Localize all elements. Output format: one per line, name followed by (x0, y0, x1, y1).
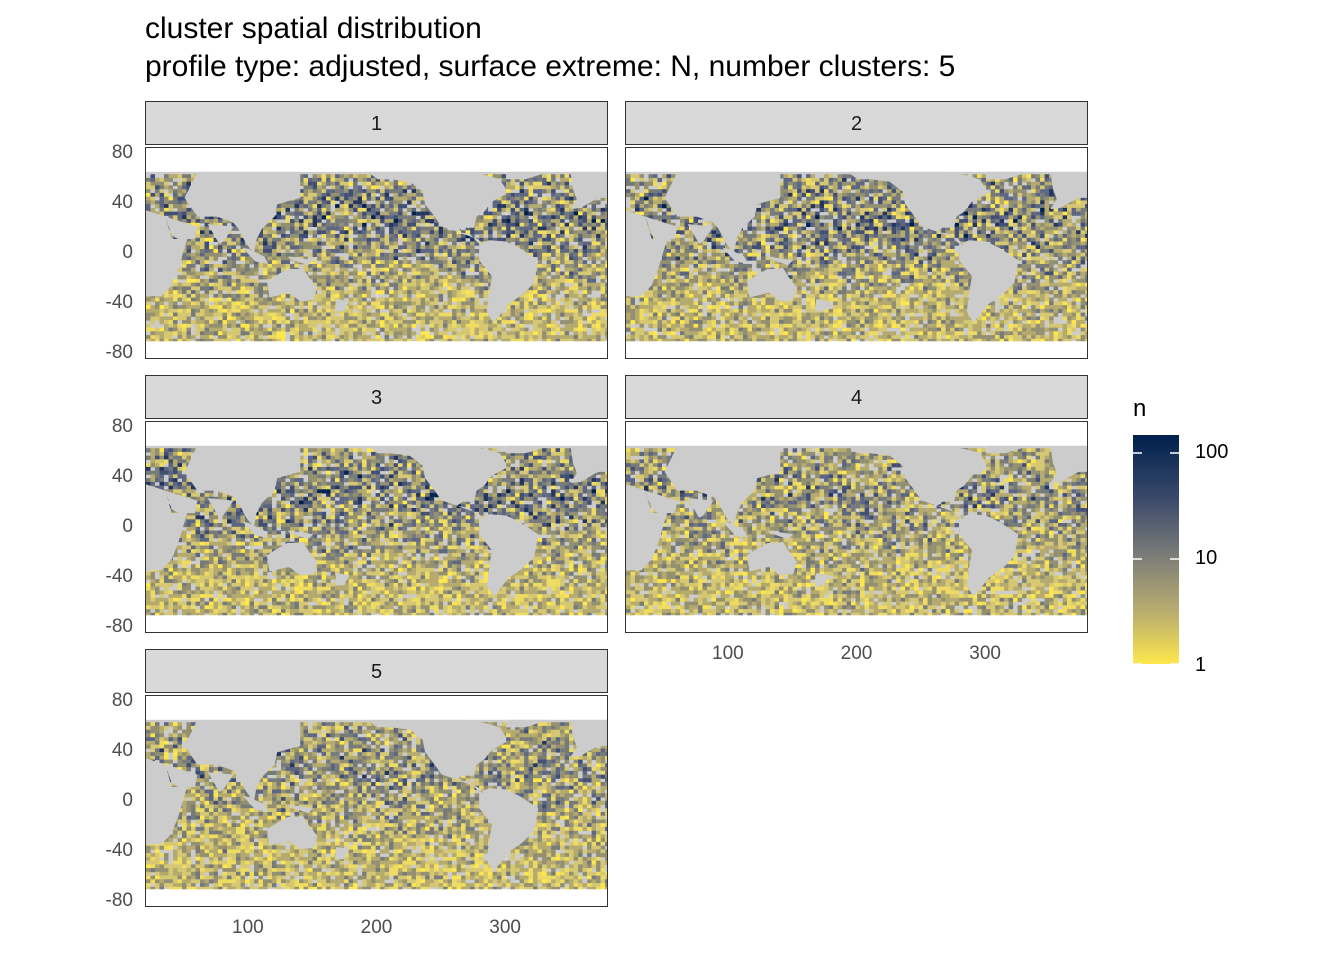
land-mask (146, 154, 607, 323)
no-data-arctic (626, 148, 1087, 172)
y-tick-label: -80 (83, 616, 133, 638)
facet-strip-label: 5 (145, 649, 608, 693)
no-data-antarctic (146, 889, 607, 906)
x-tick-label: 100 (698, 643, 758, 665)
facet-plot-area (145, 421, 608, 633)
legend-title: n (1133, 395, 1146, 423)
y-tick-label: -40 (83, 292, 133, 314)
chart-title: cluster spatial distribution (145, 12, 482, 46)
x-tick-label: 300 (955, 643, 1015, 665)
y-tick-label: -40 (83, 840, 133, 862)
y-tick-label: -40 (83, 566, 133, 588)
no-data-arctic (626, 422, 1087, 446)
legend-label-100: 100 (1195, 441, 1228, 464)
map-heatmap (146, 148, 607, 358)
y-tick-label: 0 (83, 516, 133, 538)
no-data-arctic (146, 422, 607, 446)
chart-subtitle: profile type: adjusted, surface extreme:… (145, 50, 955, 84)
facet-strip-label: 1 (145, 101, 608, 145)
y-tick-label: 0 (83, 242, 133, 264)
facet-strip-label: 4 (625, 375, 1088, 419)
map-heatmap (626, 148, 1087, 358)
legend-label-10: 10 (1195, 547, 1217, 570)
y-tick-label: 40 (83, 740, 133, 762)
no-data-arctic (146, 148, 607, 172)
x-tick-label: 300 (475, 917, 535, 939)
no-data-antarctic (626, 341, 1087, 358)
legend-label-1: 1 (1195, 654, 1206, 677)
y-tick-label: -80 (83, 890, 133, 912)
y-tick-label: 80 (83, 690, 133, 712)
x-tick-label: 200 (827, 643, 887, 665)
no-data-antarctic (146, 615, 607, 632)
facet-plot-area (625, 421, 1088, 633)
land-mask (626, 154, 1087, 323)
y-tick-label: 0 (83, 790, 133, 812)
facet-strip-label: 2 (625, 101, 1088, 145)
map-heatmap (146, 696, 607, 906)
facet-plot-area (145, 695, 608, 907)
x-tick-label: 100 (218, 917, 278, 939)
x-tick-label: 200 (347, 917, 407, 939)
map-heatmap (146, 422, 607, 632)
no-data-antarctic (146, 341, 607, 358)
y-tick-label: 80 (83, 416, 133, 438)
land-mask (146, 702, 607, 871)
y-tick-label: 40 (83, 466, 133, 488)
legend-colorbar (1133, 435, 1179, 664)
y-tick-label: 40 (83, 192, 133, 214)
no-data-antarctic (626, 615, 1087, 632)
land-mask (146, 428, 607, 597)
facet-plot-area (625, 147, 1088, 359)
facet-plot-area (145, 147, 608, 359)
map-heatmap (626, 422, 1087, 632)
facet-strip-label: 3 (145, 375, 608, 419)
no-data-arctic (146, 696, 607, 720)
y-tick-label: 80 (83, 142, 133, 164)
y-tick-label: -80 (83, 342, 133, 364)
land-mask (626, 428, 1087, 597)
